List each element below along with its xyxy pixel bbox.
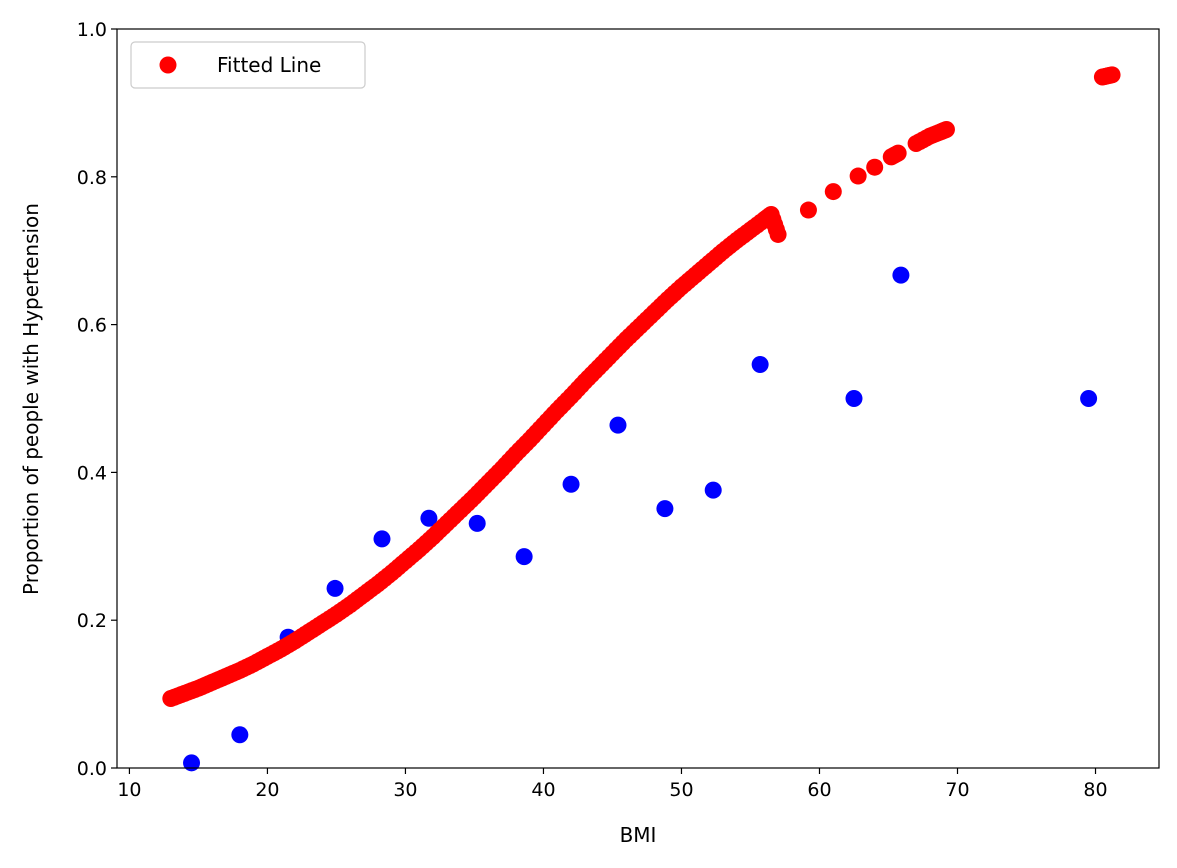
observed-point xyxy=(1080,390,1098,407)
y-tick-label: 1.0 xyxy=(77,19,107,41)
fitted-point xyxy=(799,201,817,219)
observed-point xyxy=(373,530,391,548)
x-tick-label: 60 xyxy=(807,779,831,801)
observed-point xyxy=(468,514,486,532)
observed-point xyxy=(420,509,438,527)
observed-point xyxy=(892,266,910,284)
x-axis-label: BMI xyxy=(620,823,657,847)
y-axis-ticks: 0.0 0.2 0.4 0.6 0.8 1.0 xyxy=(77,19,117,780)
fitted-line-series xyxy=(162,66,1121,708)
fitted-point xyxy=(937,121,955,139)
x-tick-label: 50 xyxy=(669,779,693,801)
fitted-point xyxy=(824,183,842,201)
fitted-point xyxy=(889,144,907,162)
observed-point xyxy=(183,754,201,772)
observed-point xyxy=(656,500,674,518)
x-tick-label: 30 xyxy=(393,779,417,801)
observed-point xyxy=(609,416,627,434)
x-axis-ticks: 10 20 30 40 50 60 70 80 xyxy=(117,768,1108,801)
plot-area-frame xyxy=(116,28,1160,769)
observed-point xyxy=(562,475,580,493)
x-tick-label: 70 xyxy=(945,779,969,801)
x-tick-label: 10 xyxy=(117,779,141,801)
observed-points-series xyxy=(183,266,1098,772)
y-tick-label: 0.2 xyxy=(77,610,107,632)
y-axis-label: Proportion of people with Hypertension xyxy=(19,203,43,595)
y-tick-label: 0.0 xyxy=(77,758,107,780)
observed-point xyxy=(231,726,249,744)
legend-marker-fitted-line xyxy=(159,56,177,74)
legend-box xyxy=(130,41,366,89)
y-tick-label: 0.4 xyxy=(77,462,107,484)
observed-point xyxy=(751,356,769,374)
fitted-point xyxy=(866,158,884,176)
y-tick-label: 0.8 xyxy=(77,167,107,189)
legend-label-fitted-line: Fitted Line xyxy=(217,53,321,77)
observed-point xyxy=(845,390,863,407)
x-tick-label: 20 xyxy=(255,779,279,801)
y-tick-label: 0.6 xyxy=(77,315,107,337)
x-tick-label: 80 xyxy=(1083,779,1107,801)
fitted-point xyxy=(1103,66,1121,84)
observed-point xyxy=(704,481,722,499)
x-tick-label: 40 xyxy=(531,779,555,801)
fitted-point xyxy=(769,225,787,243)
legend: Fitted Line xyxy=(130,41,366,89)
observed-point xyxy=(515,548,533,566)
fitted-point xyxy=(849,167,867,185)
observed-point xyxy=(326,579,344,597)
